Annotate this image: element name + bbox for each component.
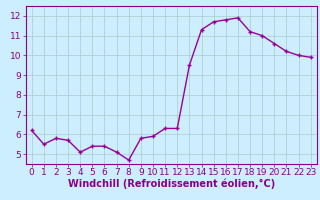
X-axis label: Windchill (Refroidissement éolien,°C): Windchill (Refroidissement éolien,°C) xyxy=(68,179,275,189)
